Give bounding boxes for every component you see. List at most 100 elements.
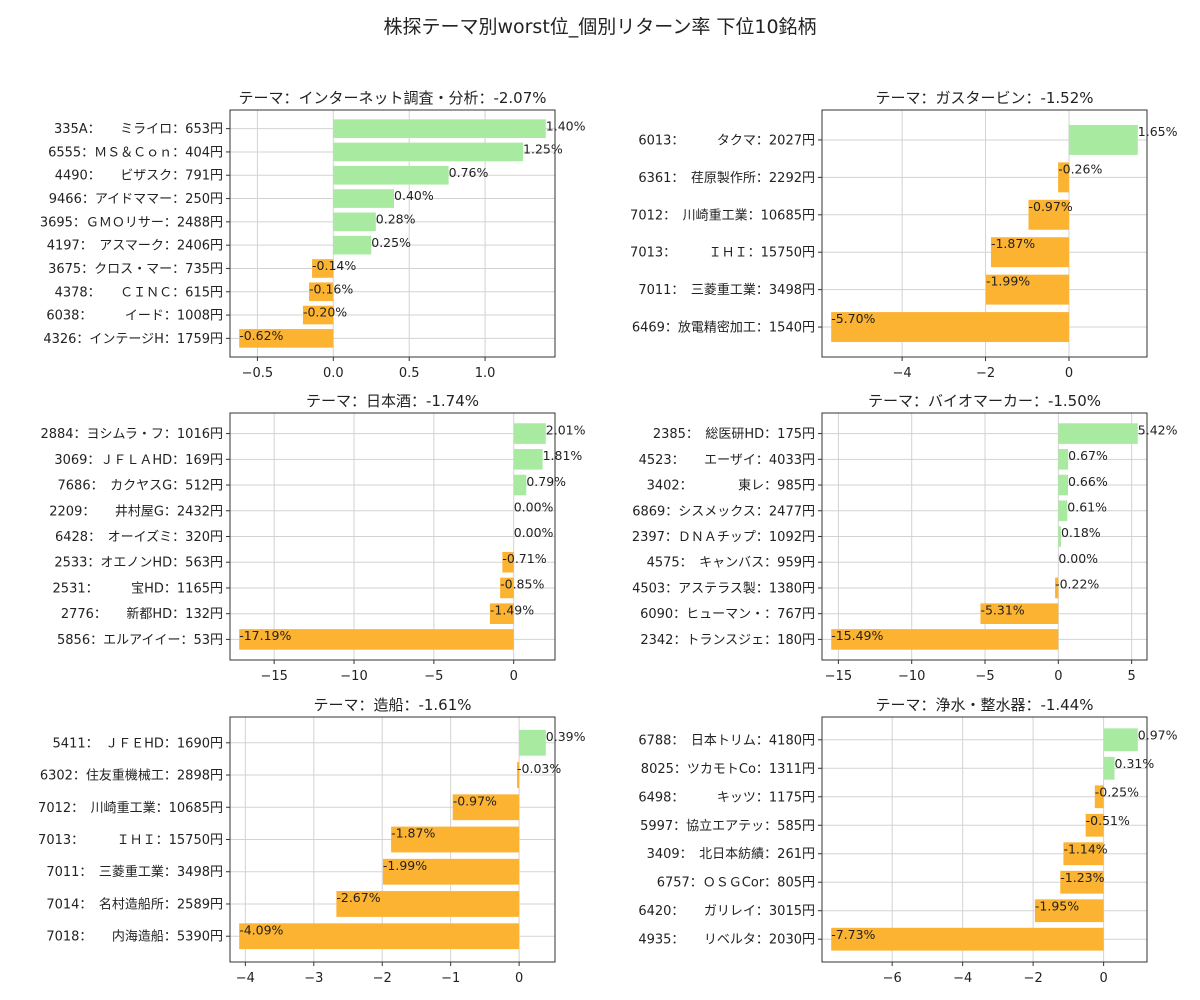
bar-value-label: -0.71% bbox=[502, 551, 546, 566]
x-tick-label: −15 bbox=[825, 669, 852, 684]
plot-frame bbox=[821, 716, 1148, 963]
y-category-label: 3402： 東レ：985円 bbox=[647, 478, 815, 494]
bar bbox=[333, 212, 376, 232]
y-category-label: 2776： 新都HD：132円 bbox=[61, 606, 223, 622]
bar-value-label: 0.66% bbox=[1068, 474, 1108, 489]
subplot-title: テーマ：日本酒：-1.74% bbox=[306, 392, 479, 410]
x-tick-label: −2 bbox=[976, 366, 995, 381]
x-tick-label: 0 bbox=[1054, 669, 1062, 684]
bar bbox=[1103, 728, 1138, 752]
bar bbox=[990, 237, 1069, 268]
bar-value-label: -0.26% bbox=[1058, 161, 1102, 176]
bar-value-label: 5.42% bbox=[1138, 422, 1178, 437]
bar-value-label: -1.23% bbox=[1060, 870, 1104, 885]
y-category-label: 2397：ＤＮＡチップ：1092円 bbox=[632, 530, 815, 545]
bar bbox=[309, 282, 334, 302]
y-category-label: 2884：ヨシムラ・フ：1016円 bbox=[40, 427, 223, 442]
y-category-label: 2209： 井村屋G：2432円 bbox=[49, 504, 223, 519]
subplot-2: 1.65% -0.26% -0.97% -1.87% -1.99% -5.70% −4 −2 0… bbox=[630, 89, 1178, 381]
x-tick-label: 0 bbox=[1065, 366, 1073, 381]
bar-value-label: 0.39% bbox=[546, 729, 586, 744]
bar bbox=[391, 826, 520, 853]
bar-value-label: -0.20% bbox=[303, 305, 347, 320]
x-tick-label: −2 bbox=[373, 971, 392, 986]
y-category-label: 6038： イード：1008円 bbox=[46, 309, 223, 324]
plot-frame bbox=[229, 109, 556, 358]
bar bbox=[382, 858, 520, 885]
y-category-label: 2531： 宝HD：1165円 bbox=[53, 581, 223, 596]
bar bbox=[1063, 842, 1104, 866]
y-category-label: 4575： キャンバス：959円 bbox=[647, 556, 815, 571]
y-category-label: 4935： リベルタ：2030円 bbox=[638, 933, 815, 948]
y-category-label: 4490： ビザスク：791円 bbox=[55, 169, 223, 184]
bar bbox=[452, 794, 520, 821]
y-category-label: 7018： 内海造船：5390円 bbox=[46, 929, 223, 945]
x-tick-label: 5 bbox=[1128, 669, 1136, 684]
y-category-label: 6498： キッツ：1175円 bbox=[638, 790, 815, 805]
y-category-label: 7013： ＩＨＩ：15750円 bbox=[38, 833, 223, 848]
bar-value-label: -1.95% bbox=[1035, 898, 1079, 913]
bar-value-label: -0.14% bbox=[312, 258, 356, 273]
x-tick-label: 0 bbox=[1099, 971, 1107, 986]
y-category-label: 6013： タクマ：2027円 bbox=[638, 133, 815, 148]
bar bbox=[239, 329, 334, 348]
y-category-label: 2385： 総医研HD：175円 bbox=[653, 427, 815, 442]
bar bbox=[333, 189, 395, 208]
y-category-label: 6757：ＯＳＧCor：805円 bbox=[657, 876, 815, 891]
bar bbox=[1058, 449, 1069, 470]
bar-value-label: -1.87% bbox=[991, 236, 1035, 251]
y-category-label: 2533：オエノンHD：563円 bbox=[54, 556, 223, 571]
y-category-label: 6428： オーイズミ：320円 bbox=[55, 529, 223, 545]
y-category-label: 3675：クロス・マー：735円 bbox=[48, 262, 223, 277]
y-category-label: 5411： ＪＦＥHD：1690円 bbox=[53, 736, 223, 751]
bar-value-label: -0.97% bbox=[453, 793, 497, 808]
bar bbox=[333, 142, 524, 162]
x-tick-label: 0 bbox=[515, 971, 523, 986]
bar bbox=[502, 551, 514, 573]
subplot-title: テーマ：ガスタービン：-1.52% bbox=[875, 89, 1093, 107]
bar bbox=[312, 259, 334, 278]
bar bbox=[831, 927, 1104, 951]
bar bbox=[1085, 813, 1104, 837]
bar-value-label: 1.25% bbox=[523, 142, 563, 157]
bar-value-label: 2.01% bbox=[546, 422, 586, 437]
y-category-label: 4523： エーザイ：4033円 bbox=[639, 453, 815, 468]
bar bbox=[1058, 162, 1069, 193]
y-category-label: 6869：シスメックス：2477円 bbox=[632, 504, 815, 519]
bar-value-label: 0.00% bbox=[514, 499, 554, 514]
bar bbox=[513, 449, 543, 470]
bar-value-label: 0.28% bbox=[376, 212, 416, 227]
y-category-label: 7013： ＩＨＩ：15750円 bbox=[630, 246, 815, 261]
bar-value-label: -0.85% bbox=[500, 577, 544, 592]
chart-main-title: 株探テーマ別worst位_個別リターン率 下位10銘柄 bbox=[383, 16, 817, 38]
bar bbox=[302, 305, 334, 325]
subplot-title: テーマ：造船：-1.61% bbox=[313, 696, 471, 714]
bar bbox=[500, 577, 514, 599]
y-category-label: 6090：ヒューマン・：767円 bbox=[640, 607, 815, 622]
subplot-5: 0.39% -0.03% -0.97% -1.87% -1.99% -2.67% -4.09… bbox=[38, 696, 586, 986]
x-tick-label: 1.0 bbox=[475, 366, 496, 381]
y-category-label: 7012： 川崎重工業：10685円 bbox=[630, 207, 815, 223]
y-category-label: 4378： ＣＩＮＣ：615円 bbox=[55, 285, 223, 300]
bar bbox=[519, 729, 546, 756]
subplot-title: テーマ：インターネット調査・分析：-2.07% bbox=[238, 89, 546, 107]
subplot-1: 1.40% 1.25% 0.76% 0.40% 0.28% 0.25% -0.14% -0.1… bbox=[40, 89, 586, 381]
y-category-label: 3409： 北日本紡績：261円 bbox=[647, 847, 815, 862]
y-category-label: 7014： 名村造船所：2589円 bbox=[46, 896, 223, 912]
bar bbox=[980, 603, 1059, 624]
x-tick-label: −4 bbox=[893, 366, 912, 381]
subplot-4: 5.42% 0.67% 0.66% 0.61% 0.18% 0.00% -0.22% -5.3… bbox=[632, 392, 1178, 684]
bar-value-label: -1.87% bbox=[391, 826, 435, 841]
bar bbox=[517, 762, 520, 788]
bar-value-label: -1.99% bbox=[383, 858, 427, 873]
y-category-label: 335A： ミライロ：653円 bbox=[54, 122, 223, 137]
bar bbox=[513, 474, 527, 496]
bar-value-label: -5.70% bbox=[831, 311, 875, 326]
bar bbox=[336, 891, 520, 917]
x-tick-label: 0 bbox=[510, 669, 518, 684]
y-category-label: 3069：ＪＦＬＡHD：169円 bbox=[54, 453, 223, 468]
y-category-label: 4197： アスマーク：2406円 bbox=[47, 239, 223, 254]
bar bbox=[1103, 756, 1115, 780]
y-category-label: 6302：住友重機械工：2898円 bbox=[40, 768, 223, 784]
